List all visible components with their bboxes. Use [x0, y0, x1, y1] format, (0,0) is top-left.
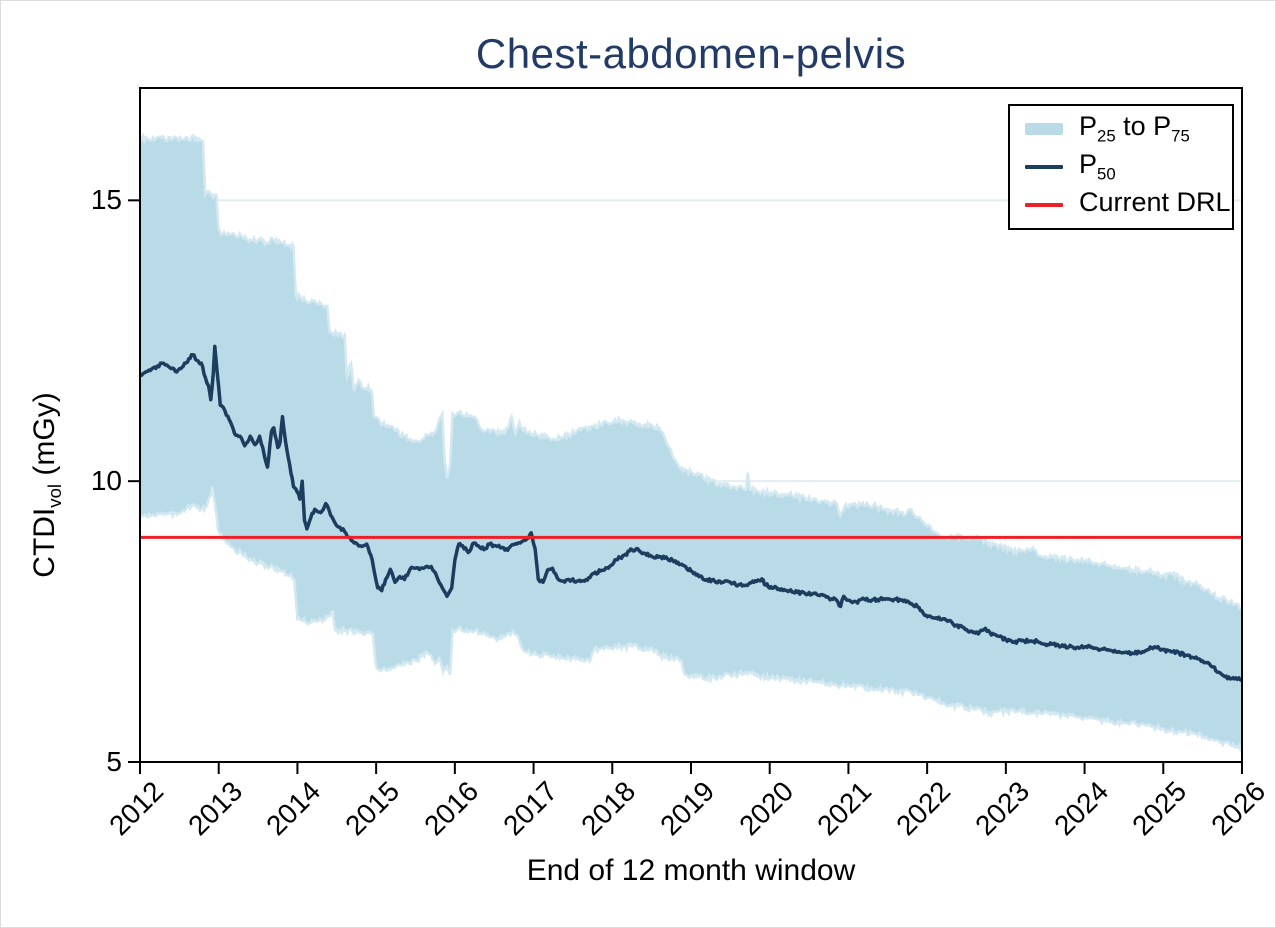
legend-label-band: P25 to P75 [1079, 111, 1190, 146]
y-tick-label: 15 [90, 184, 122, 216]
band-lower-edge [140, 486, 1242, 753]
legend-item-band: P25 to P75 [1024, 111, 1232, 147]
band-swatch [1024, 123, 1064, 135]
p25-p75-band [140, 135, 1242, 750]
legend: P25 to P75 P50 Current DRL [1008, 104, 1234, 230]
y-tick-label: 5 [106, 746, 122, 777]
band-upper-edge [140, 132, 1242, 611]
y-axis-title-main: CTDI [28, 507, 61, 578]
drl-line-swatch [1024, 203, 1064, 207]
chart-title: Chest-abdomen-pelvis [475, 30, 907, 77]
x-axis-title: End of 12 month window [526, 854, 856, 887]
p50-line-swatch [1024, 165, 1064, 169]
legend-item-p50: P50 [1024, 149, 1232, 185]
legend-label-drl: Current DRL [1079, 187, 1231, 218]
legend-label-p50: P50 [1079, 149, 1116, 184]
legend-item-drl: Current DRL [1024, 187, 1232, 223]
p50-line [140, 344, 1242, 683]
y-tick-label: 10 [90, 465, 122, 497]
